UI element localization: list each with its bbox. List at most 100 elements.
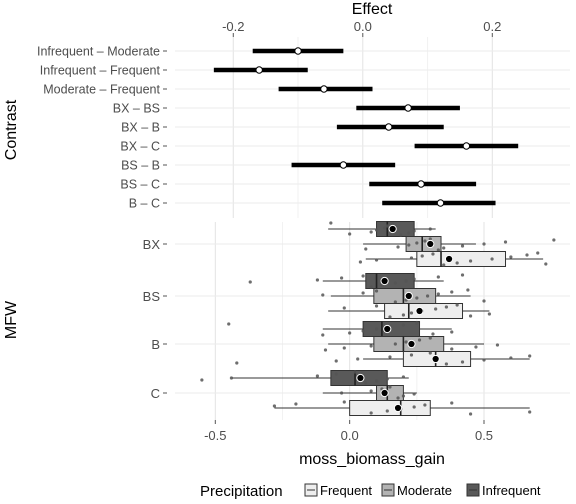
box-group	[200, 370, 409, 386]
box-group	[235, 351, 532, 367]
jitter-point	[382, 226, 387, 230]
box-mean-point	[415, 306, 424, 316]
jitter-point	[482, 358, 486, 362]
jitter-point	[468, 412, 473, 416]
jitter-point	[544, 262, 548, 266]
jitter-point	[404, 340, 408, 344]
estimate-point	[436, 199, 445, 207]
box-group	[272, 400, 532, 416]
jitter-point	[474, 345, 478, 349]
jitter-point	[404, 279, 408, 283]
legend-entry-label: Frequent	[320, 483, 372, 498]
box-group	[363, 236, 556, 252]
jitter-point	[415, 241, 419, 245]
jitter-point	[393, 281, 397, 285]
jitter-point	[388, 315, 392, 319]
box-groups	[200, 221, 556, 416]
jitter-point	[482, 242, 486, 246]
jitter-point	[409, 311, 414, 315]
jitter-point	[334, 359, 338, 363]
box-x-tick-label: 0.0	[341, 428, 359, 443]
jitter-point	[388, 385, 392, 389]
box-mean-point	[426, 239, 435, 249]
jitter-point	[444, 362, 448, 366]
jitter-point	[431, 252, 435, 256]
jitter-point	[536, 251, 540, 255]
contrast-label: B – C	[129, 197, 160, 211]
jitter-point	[436, 292, 440, 296]
jitter-point	[428, 336, 432, 340]
estimate-point	[462, 142, 471, 150]
forest-panel: Effect -0.2 0.0 0.2 Contrast Infrequent – …	[3, 1, 570, 218]
jitter-point	[468, 259, 473, 263]
box-y-labels: BX BS B C	[143, 237, 167, 401]
jitter-point	[364, 247, 368, 251]
jitter-point	[503, 240, 508, 244]
box-x-axis-title: moss_biomass_gain	[299, 451, 445, 468]
box-group	[328, 303, 491, 319]
contrast-label: BX – B	[121, 121, 160, 135]
jitter-point	[412, 277, 416, 281]
jitter-point	[487, 312, 491, 316]
jitter-point	[442, 246, 446, 250]
jitter-point	[450, 290, 454, 294]
box-group	[248, 273, 465, 289]
forest-x-axis-title: Effect	[352, 1, 393, 18]
jitter-point	[356, 357, 360, 361]
box-mean-point	[407, 339, 416, 349]
box-group	[321, 288, 486, 304]
jitter-point	[466, 288, 470, 292]
jitter-point	[374, 304, 379, 308]
jitter-point	[490, 257, 494, 261]
jitter-point	[339, 391, 344, 395]
jitter-point	[248, 280, 252, 284]
jitter-point	[420, 254, 424, 258]
legend-entries: Frequent Moderate Infrequent	[304, 483, 541, 498]
jitter-point	[374, 327, 379, 331]
jitter-point	[339, 276, 344, 280]
legend-entry-label: Moderate	[397, 483, 452, 498]
jitter-point	[272, 404, 277, 408]
jitter-point	[235, 361, 239, 365]
jitter-point	[388, 355, 392, 359]
jitter-point	[460, 273, 465, 277]
jitter-point	[450, 347, 454, 351]
jitter-point	[323, 348, 328, 352]
box-x-tick-label: -0.5	[204, 428, 226, 443]
jitter-point	[495, 343, 500, 347]
jitter-point	[369, 285, 373, 289]
box-x-ticks: -0.5 0.0 0.5	[204, 420, 493, 443]
jitter-point	[315, 278, 320, 282]
jitter-point	[200, 378, 204, 382]
contrast-label: Moderate – Frequent	[43, 83, 160, 97]
jitter-point	[385, 409, 389, 413]
jitter-point	[374, 258, 379, 262]
legend-title: Precipitation	[200, 483, 283, 500]
box-group	[328, 221, 436, 237]
jitter-point	[460, 244, 465, 248]
jitter-point	[436, 248, 440, 252]
jitter-point	[455, 261, 459, 265]
mfw-category-label: BX	[143, 237, 161, 252]
box-x-tick-label: 0.5	[475, 428, 493, 443]
jitter-point	[321, 333, 325, 337]
contrast-label: Infrequent – Moderate	[37, 45, 160, 59]
jitter-point	[428, 237, 432, 241]
jitter-point	[391, 222, 395, 226]
jitter-point	[409, 353, 414, 357]
jitter-point	[436, 275, 440, 279]
contrast-label: Infrequent – Frequent	[40, 64, 161, 78]
jitter-point	[415, 296, 419, 300]
jitter-point	[407, 243, 411, 247]
jitter-point	[369, 230, 373, 234]
forest-x-ticks: -0.2 0.0 0.2	[222, 19, 501, 37]
jitter-point	[393, 300, 397, 304]
jitter-point	[450, 401, 454, 405]
jitter-point	[407, 231, 411, 235]
box-group	[358, 251, 548, 267]
jitter-point	[294, 402, 298, 406]
jitter-point	[434, 307, 438, 311]
estimate-point	[404, 104, 412, 112]
jitter-point	[468, 314, 473, 318]
box-y-axis-title: MFW	[3, 300, 20, 339]
